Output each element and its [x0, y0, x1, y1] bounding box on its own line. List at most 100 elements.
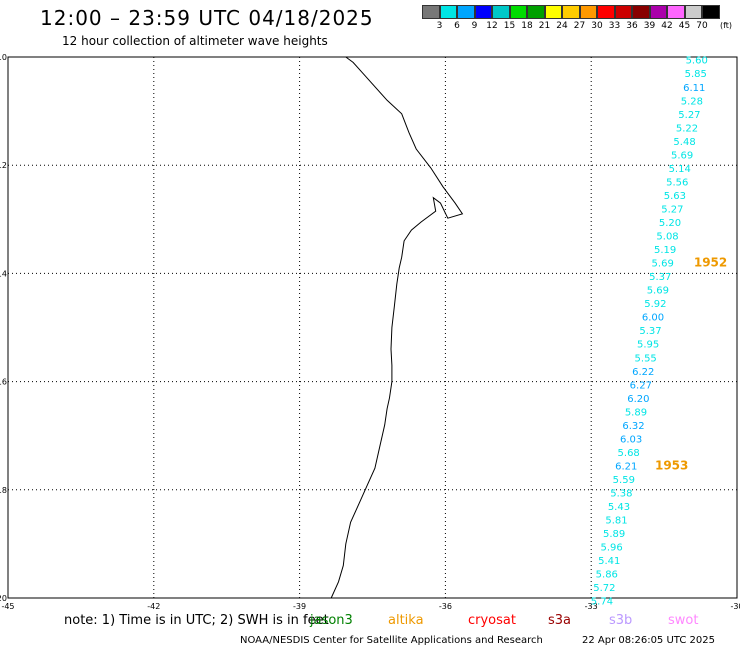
legend-swatch [597, 5, 615, 19]
legend-swatch [684, 5, 702, 19]
legend-color-boxes [422, 5, 720, 19]
wave-height-value: 5.48 [673, 137, 695, 148]
legend-label: 39 [643, 21, 656, 31]
pass-time-label: 1953 [655, 458, 688, 472]
wave-height-value: 5.74 [591, 597, 613, 608]
legend-swatch [632, 5, 650, 19]
legend-swatch [544, 5, 562, 19]
wave-height-value: 5.43 [608, 502, 630, 513]
wave-height-value: 5.89 [603, 529, 625, 540]
legend-swatch [492, 5, 510, 19]
wave-height-value: 5.59 [613, 475, 635, 486]
wave-height-value: 5.95 [637, 340, 659, 351]
map-frame [7, 56, 738, 599]
wave-height-value: 5.55 [635, 353, 657, 364]
wave-height-value: 6.21 [615, 461, 637, 472]
satellite-label: cryosat [468, 613, 516, 628]
wave-height-value: 6.11 [683, 83, 705, 94]
legend-label: 24 [556, 21, 568, 31]
legend-swatch [422, 5, 440, 19]
wave-height-value: 5.27 [678, 110, 700, 121]
legend-swatch [474, 5, 492, 19]
wave-height-value: 5.38 [610, 489, 632, 500]
wave-height-value: 5.08 [656, 232, 678, 243]
wave-height-value: 5.56 [666, 177, 688, 188]
legend-swatch [614, 5, 632, 19]
legend-swatch [579, 5, 597, 19]
map-subtitle: 12 hour collection of altimeter wave hei… [62, 34, 328, 48]
wave-height-value: 5.28 [681, 96, 703, 107]
satellite-label: jason3 [310, 613, 353, 628]
legend-label: 30 [591, 21, 603, 31]
legend-unit: (ft) [720, 21, 733, 30]
generation-timestamp: 22 Apr 08:26:05 UTC 2025 [582, 635, 715, 646]
pass-time-label: 1952 [694, 256, 727, 270]
lon-tick-label: -39 [293, 602, 306, 611]
satellite-label: swot [668, 613, 699, 628]
legend-label: 15 [503, 21, 516, 31]
wave-height-value: 6.27 [630, 380, 652, 391]
legend-swatch [509, 5, 527, 19]
wave-height-value: 5.85 [685, 69, 707, 80]
wave-height-value: 6.00 [642, 313, 664, 324]
legend-swatch [667, 5, 685, 19]
wave-height-value: 6.32 [622, 421, 644, 432]
legend-swatch [527, 5, 545, 19]
legend-label: 3 [436, 21, 443, 31]
lat-tick-label: -12 [0, 161, 7, 170]
wave-height-value: 6.03 [620, 434, 642, 445]
credit-text: NOAA/NESDIS Center for Satellite Applica… [240, 635, 543, 646]
lat-tick-label: -14 [0, 269, 7, 278]
wave-height-value: 5.92 [644, 299, 666, 310]
wave-height-value: 5.60 [686, 56, 708, 67]
legend-label: 12 [486, 21, 498, 31]
legend-swatch [649, 5, 667, 19]
legend-swatch [439, 5, 457, 19]
legend-swatch [562, 5, 580, 19]
lon-tick-label: -33 [585, 602, 598, 611]
satellite-label: altika [388, 613, 424, 628]
lon-tick-label: -42 [147, 602, 160, 611]
wave-height-value: 5.69 [671, 150, 693, 161]
wave-height-value: 5.72 [593, 583, 615, 594]
wave-height-value: 5.37 [639, 326, 661, 337]
legend-label: 42 [661, 21, 673, 31]
coastline [330, 56, 464, 599]
lon-tick-label: -30 [730, 602, 740, 611]
wave-height-value: 5.69 [652, 259, 674, 270]
wave-height-value: 5.96 [601, 543, 623, 554]
lat-tick-label: -18 [0, 486, 7, 495]
wave-height-value: 5.89 [625, 407, 647, 418]
legend-label: 18 [521, 21, 533, 31]
map-title: 12:00 – 23:59 UTC 04/18/2025 [40, 6, 374, 30]
wave-height-value: 5.37 [649, 272, 671, 283]
legend-label: 36 [626, 21, 638, 31]
color-scale-legend: 3 6 9 12 15 18 21 24 27 30 33 36 39 42 45 70 [422, 5, 720, 31]
wave-height-value: 5.68 [618, 448, 640, 459]
legend-label: 45 [678, 21, 691, 31]
legend-label: 6 [454, 21, 460, 31]
wave-height-value: 6.22 [632, 367, 654, 378]
wave-height-value: 5.63 [664, 191, 686, 202]
satellite-label: s3b [609, 613, 633, 628]
footer-note: note: 1) Time is in UTC; 2) SWH is in fe… [64, 613, 329, 628]
legend-label: 33 [608, 21, 621, 31]
lat-tick-label: -16 [0, 378, 7, 387]
legend-swatch [457, 5, 475, 19]
wave-height-value: 5.69 [647, 286, 669, 297]
lat-tick-label: -20 [0, 594, 7, 603]
wave-height-value: 5.81 [605, 516, 627, 527]
wave-height-value: 5.20 [659, 218, 681, 229]
lat-tick-label: -10 [0, 53, 7, 62]
satellite-label: s3a [548, 613, 572, 628]
wave-height-value: 5.27 [661, 204, 683, 215]
legend-swatch [702, 5, 720, 19]
wave-height-value: 5.22 [676, 123, 698, 134]
lon-tick-label: -45 [1, 602, 14, 611]
wave-height-value: 6.20 [627, 394, 649, 405]
legend-label: 9 [471, 21, 478, 31]
legend-label: 27 [573, 21, 586, 31]
wave-height-value: 5.86 [596, 570, 618, 581]
legend-label: 70 [696, 21, 708, 31]
